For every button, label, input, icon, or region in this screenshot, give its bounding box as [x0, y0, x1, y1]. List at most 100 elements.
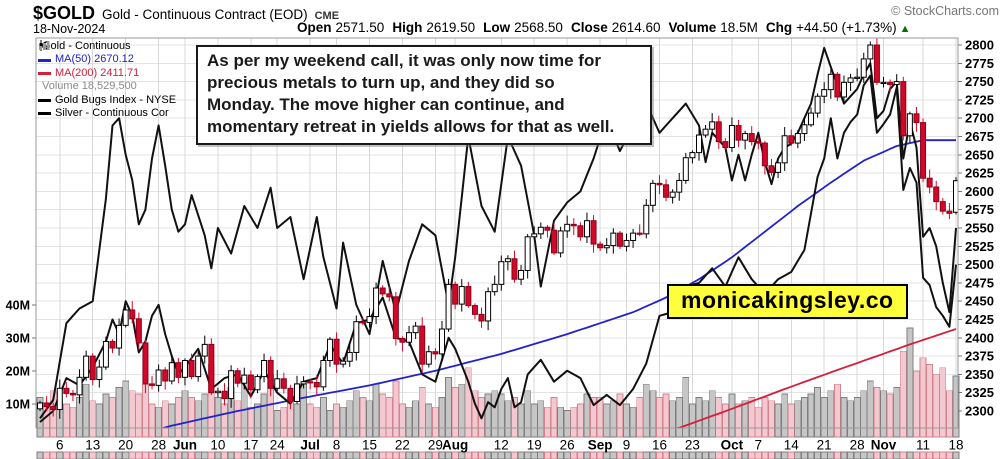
legend-label: Silver - Continuous Cor: [55, 107, 169, 120]
candlesticks: [37, 38, 958, 419]
header-title-row: $GOLD Gold - Continuous Contract (EOD) C…: [33, 3, 339, 24]
date-axis-labels: 6 13 20 28 Jun 10 17 24 Jul 8 15 22 29 Aug 12 19 26 Sep 9 1…: [56, 438, 964, 453]
svg-text:2600: 2600: [965, 184, 994, 199]
legend-item: MA(50) 2670.12: [38, 53, 176, 66]
svg-text:2575: 2575: [965, 202, 994, 217]
legend-item: MA(200) 2411.71: [38, 67, 176, 80]
legend-item: Volume 18,529,500: [38, 41, 176, 93]
svg-text:22: 22: [395, 438, 410, 453]
svg-text:23: 23: [685, 438, 700, 453]
legend-item: Silver - Continuous Cor: [38, 107, 176, 120]
legend-label: Gold Bugs Index - NYSE: [55, 93, 177, 106]
svg-text:6: 6: [56, 438, 64, 453]
silver-line: [39, 74, 957, 423]
svg-text:13: 13: [85, 438, 100, 453]
svg-text:2800: 2800: [965, 38, 994, 53]
svg-text:2500: 2500: [965, 257, 994, 272]
svg-text:2425: 2425: [965, 312, 994, 327]
svg-text:2675: 2675: [965, 129, 994, 144]
volume-bars: [36, 327, 960, 438]
ma200-line: [673, 328, 957, 428]
quote-value: 2568.50: [514, 20, 563, 35]
svg-text:2525: 2525: [965, 239, 994, 254]
svg-text:Nov: Nov: [871, 438, 897, 453]
svg-text:30M: 30M: [6, 332, 30, 346]
svg-text:9: 9: [623, 438, 631, 453]
ma50-line: [159, 139, 956, 428]
copyright: © StockCharts.com: [891, 4, 999, 18]
annotation-note: As per my weekend call, it was only now …: [196, 45, 652, 145]
svg-text:19: 19: [527, 438, 542, 453]
svg-text:2750: 2750: [965, 74, 994, 89]
svg-text:16: 16: [652, 438, 667, 453]
quote-label: Open: [297, 20, 332, 35]
svg-text:8: 8: [333, 438, 341, 453]
chart-legend: Gold - Continuous MA(50) 2670.12 MA(200) 2…: [38, 40, 176, 120]
svg-text:28: 28: [850, 438, 865, 453]
svg-text:20M: 20M: [6, 365, 30, 379]
legend-label: MA(200) 2411.71: [55, 66, 140, 79]
legend-item: Gold - Continuous: [38, 40, 176, 53]
svg-text:Jul: Jul: [300, 438, 320, 453]
svg-text:2775: 2775: [965, 56, 994, 71]
symbol: $GOLD: [33, 3, 96, 23]
plot-border: [35, 37, 959, 429]
ma200-line-icon: [38, 72, 51, 76]
quote-value: 18.5M: [720, 20, 758, 35]
legend-item: Gold Bugs Index - NYSE: [38, 94, 176, 107]
quote-value: 2614.60: [611, 20, 661, 35]
svg-text:10: 10: [210, 438, 225, 453]
svg-text:26: 26: [560, 438, 575, 453]
svg-text:2350: 2350: [965, 367, 994, 382]
change-up-icon: ▲: [899, 23, 911, 35]
volume-axis-labels: 10M 20M 30M 40M: [6, 299, 36, 412]
svg-text:2300: 2300: [965, 404, 994, 419]
gold-bugs-line: [39, 46, 957, 419]
svg-text:17: 17: [243, 438, 258, 453]
svg-text:2650: 2650: [965, 147, 994, 162]
quote-label: Chg: [765, 20, 793, 35]
svg-text:2325: 2325: [965, 385, 994, 400]
svg-text:2375: 2375: [965, 349, 994, 364]
svg-text:Oct: Oct: [721, 438, 744, 453]
quote-label: Close: [570, 20, 608, 35]
svg-text:28: 28: [151, 438, 166, 453]
exchange-label: CME: [314, 10, 340, 22]
svg-text:2700: 2700: [965, 111, 994, 126]
goldbugs-line-icon: [38, 98, 51, 102]
ma50-line-icon: [38, 58, 51, 62]
quote-label: Volume: [668, 20, 717, 35]
svg-text:14: 14: [784, 438, 800, 453]
silver-line-icon: [38, 112, 51, 116]
legend-label: Volume 18,529,500: [42, 80, 137, 93]
quote-value: 2571.50: [335, 20, 385, 35]
svg-text:2550: 2550: [965, 221, 994, 236]
chart-title: Gold - Continuous Contract (EOD): [102, 7, 308, 22]
quote-value: 2619.50: [426, 20, 476, 35]
watermark[interactable]: monicakingsley.co: [667, 284, 908, 319]
svg-text:12: 12: [494, 438, 509, 453]
svg-text:20: 20: [118, 438, 133, 453]
svg-text:11: 11: [916, 438, 930, 453]
svg-text:2725: 2725: [965, 92, 994, 107]
quote-value: +44.50 (+1.73%): [796, 20, 897, 35]
bottom-cropped-strip: [36, 451, 960, 459]
svg-text:21: 21: [817, 438, 832, 453]
svg-text:40M: 40M: [6, 299, 30, 313]
svg-text:Jun: Jun: [173, 438, 197, 453]
svg-text:7: 7: [755, 438, 763, 453]
price-axis-labels: 2300 2325 2350 2375 2400 2425 2450 2475 2500 2525…: [958, 38, 994, 419]
svg-text:24: 24: [270, 438, 286, 453]
svg-text:15: 15: [362, 438, 377, 453]
svg-text:Aug: Aug: [442, 438, 468, 453]
svg-text:Sep: Sep: [588, 438, 613, 453]
legend-label: Gold - Continuous: [42, 40, 131, 52]
quote-row: Open 2571.50 High 2619.50 Low 2568.50 Close 261…: [297, 20, 911, 35]
quote-label: High: [392, 20, 423, 35]
svg-text:2625: 2625: [965, 166, 994, 181]
svg-text:10M: 10M: [6, 398, 30, 412]
svg-text:2450: 2450: [965, 294, 994, 309]
svg-text:29: 29: [428, 438, 443, 453]
quote-label: Low: [483, 20, 511, 35]
